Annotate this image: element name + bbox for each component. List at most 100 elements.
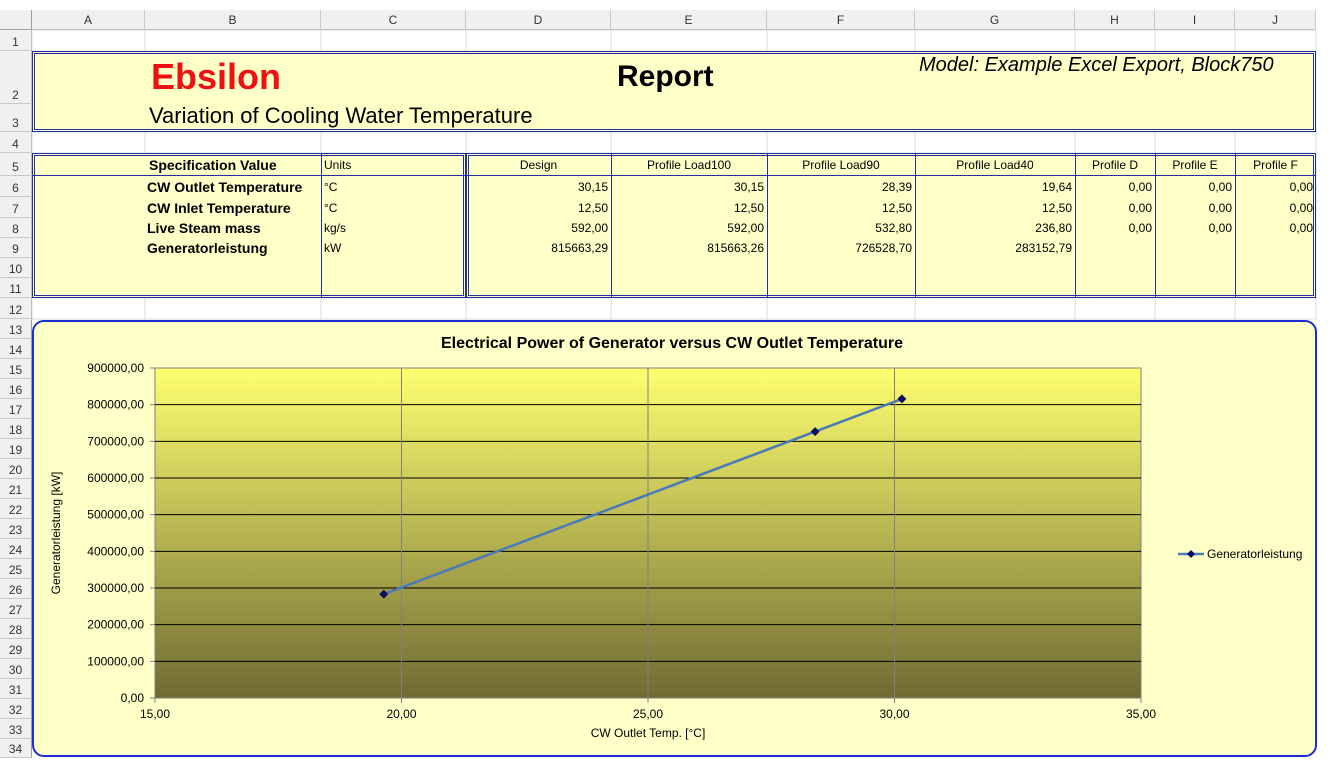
units-header: Units	[324, 158, 352, 172]
value-column-header: Profile F	[1253, 158, 1298, 172]
value-column-header: Profile Load40	[956, 158, 1034, 172]
x-tick-label: 15,00	[140, 707, 170, 721]
model-label: Model: Example Excel Export, Block750	[919, 54, 1274, 76]
spec-row-value: 815663,26	[707, 241, 764, 255]
x-tick-label: 20,00	[386, 707, 416, 721]
row-header[interactable]: 22	[0, 499, 32, 519]
column-divider	[1155, 153, 1156, 298]
row-header[interactable]: 30	[0, 659, 32, 679]
row-header[interactable]: 18	[0, 419, 32, 439]
row-header[interactable]: 29	[0, 639, 32, 659]
row-header[interactable]: 24	[0, 539, 32, 559]
spec-header: Specification Value	[149, 157, 277, 173]
y-tick-label: 800000,00	[87, 398, 144, 412]
y-tick-label: 600000,00	[87, 471, 144, 485]
x-axis-label: CW Outlet Temp. [°C]	[591, 726, 706, 740]
row-header[interactable]: 17	[0, 399, 32, 419]
spec-row-value: 0,00	[1128, 180, 1152, 194]
row-header[interactable]: 23	[0, 519, 32, 539]
spec-row-name: CW Outlet Temperature	[147, 179, 303, 195]
spec-row-name: CW Inlet Temperature	[147, 200, 291, 216]
value-column-header: Profile Load100	[646, 158, 732, 172]
spec-row-value: 532,80	[875, 221, 912, 235]
value-column-header: Profile E	[1172, 158, 1218, 172]
spec-row-value: 236,80	[1035, 221, 1072, 235]
spec-row-value: 0,00	[1208, 201, 1232, 215]
row-header[interactable]: 16	[0, 379, 32, 399]
spec-row-value: 592,00	[727, 221, 764, 235]
value-column-header: Design	[519, 158, 558, 172]
chart-title: Electrical Power of Generator versus CW …	[441, 335, 903, 352]
spec-row-value: 12,50	[1041, 201, 1072, 215]
y-tick-label: 900000,00	[87, 361, 144, 375]
y-tick-label: 100000,00	[87, 654, 144, 668]
row-header[interactable]: 32	[0, 699, 32, 719]
brand-title: Ebsilon	[151, 56, 282, 97]
y-tick-label: 300000,00	[87, 581, 144, 595]
row-header[interactable]: 25	[0, 559, 32, 579]
units-divider	[321, 153, 322, 298]
row-header[interactable]: 28	[0, 619, 32, 639]
spec-row-value: 12,50	[733, 201, 764, 215]
spec-row-name: Generatorleistung	[147, 240, 268, 256]
column-divider	[611, 153, 612, 298]
spec-row-value: 30,15	[733, 180, 764, 194]
column-divider	[767, 153, 768, 298]
y-tick-label: 200000,00	[87, 618, 144, 632]
spec-row-value: 0,00	[1128, 221, 1152, 235]
row-header[interactable]: 15	[0, 359, 32, 379]
spec-row-value: 0,00	[1208, 180, 1232, 194]
row-header[interactable]: 21	[0, 479, 32, 499]
spec-row-value: 0,00	[1289, 201, 1313, 215]
spec-row-unit: °C	[324, 201, 338, 215]
legend-entry[interactable]: Generatorleistung	[1207, 547, 1302, 561]
spec-row-value: 726528,70	[855, 241, 912, 255]
row-header[interactable]: 34	[0, 739, 32, 758]
column-divider	[1075, 153, 1076, 298]
y-tick-label: 0,00	[121, 691, 145, 705]
spec-row-value: 12,50	[881, 201, 912, 215]
data-point[interactable]	[810, 427, 820, 437]
spec-row-value: 0,00	[1289, 180, 1313, 194]
spec-row-value: 283152,79	[1015, 241, 1072, 255]
report-title: Report	[617, 60, 714, 93]
generator-power-chart: Electrical Power of Generator versus CW …	[49, 335, 1302, 740]
legend-marker	[1187, 550, 1195, 558]
spec-row-value: 30,15	[577, 180, 608, 194]
report-header-box	[32, 51, 1316, 132]
row-header[interactable]: 19	[0, 439, 32, 459]
spec-row-value: 28,39	[881, 180, 912, 194]
data-point[interactable]	[379, 589, 389, 599]
values-table-box	[466, 153, 1316, 298]
row-header[interactable]: 13	[0, 319, 32, 339]
row-header[interactable]: 26	[0, 579, 32, 599]
x-tick-label: 35,00	[1126, 707, 1156, 721]
header-divider	[32, 175, 1316, 176]
spec-row-name: Live Steam mass	[147, 220, 261, 236]
spec-row-value: 0,00	[1208, 221, 1232, 235]
x-tick-label: 30,00	[879, 707, 909, 721]
select-all-corner[interactable]	[0, 10, 32, 30]
row-header[interactable]: 33	[0, 719, 32, 739]
spec-row-unit: kW	[324, 241, 342, 255]
spec-row-value: 19,64	[1041, 180, 1072, 194]
y-tick-label: 700000,00	[87, 434, 144, 448]
row-header[interactable]: 11	[0, 278, 32, 298]
spec-row-value: 592,00	[571, 221, 608, 235]
row-header[interactable]: 14	[0, 339, 32, 359]
row-header[interactable]: 20	[0, 459, 32, 479]
column-divider	[1235, 153, 1236, 298]
data-point[interactable]	[897, 394, 907, 404]
row-header[interactable]: 27	[0, 599, 32, 619]
spec-table-box	[32, 153, 466, 298]
spec-row-unit: kg/s	[324, 221, 347, 235]
row-header[interactable]: 31	[0, 679, 32, 699]
spec-row-value: 0,00	[1289, 221, 1313, 235]
column-divider	[915, 153, 916, 298]
spec-row-value: 0,00	[1128, 201, 1152, 215]
x-tick-label: 25,00	[633, 707, 663, 721]
y-axis-label: Generatorleistung [kW]	[49, 472, 63, 595]
value-column-header: Profile D	[1091, 158, 1138, 172]
y-tick-label: 400000,00	[87, 544, 144, 558]
